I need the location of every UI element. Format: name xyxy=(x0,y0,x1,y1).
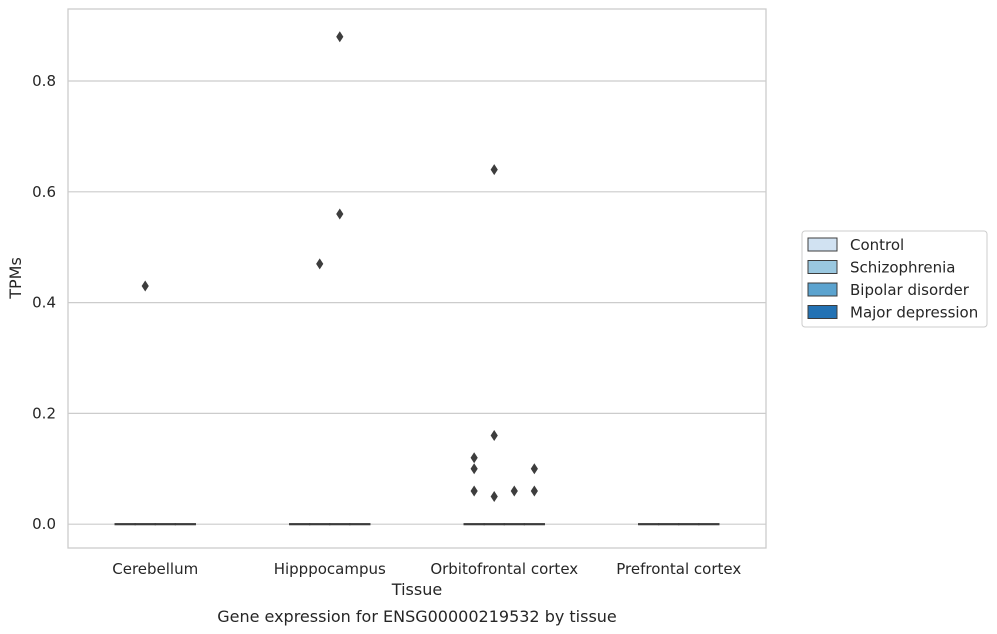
outlier-point xyxy=(470,485,478,497)
x-axis-label: Tissue xyxy=(391,580,442,599)
outlier-point xyxy=(470,452,478,464)
legend-swatch xyxy=(807,237,838,252)
x-tick-label: Cerebellum xyxy=(112,560,198,578)
y-axis-label: TPMs xyxy=(6,257,25,300)
legend-frame xyxy=(801,230,988,328)
outlier-point xyxy=(336,31,344,43)
y-tick-label: 0.0 xyxy=(32,515,56,533)
outlier-group xyxy=(141,31,538,502)
box-group xyxy=(114,523,720,526)
x-tick-labels: Cerebellum Hipppocampus Orbitofrontal cort… xyxy=(112,560,741,578)
legend: Control Schizophrenia Bipolar disorder Majo… xyxy=(801,230,988,328)
gridlines xyxy=(68,80,766,525)
y-tick-labels: 0.0 0.2 0.4 0.6 0.8 xyxy=(32,72,56,533)
legend-label: Major depression xyxy=(850,304,978,322)
y-tick-label: 0.4 xyxy=(32,294,56,312)
y-tick-label: 0.6 xyxy=(32,183,56,201)
outlier-point xyxy=(470,463,478,475)
outlier-point xyxy=(530,463,538,475)
chart-caption: Gene expression for ENSG00000219532 by t… xyxy=(217,607,617,626)
legend-swatch xyxy=(807,260,838,274)
legend-swatch xyxy=(807,305,838,319)
outlier-point xyxy=(510,485,518,497)
legend-label: Control xyxy=(850,236,904,254)
outlier-point xyxy=(490,490,498,502)
outlier-point xyxy=(141,280,149,292)
x-tick-label: Orbitofrontal cortex xyxy=(430,560,578,578)
outlier-point xyxy=(316,258,324,270)
x-tick-label: Prefrontal cortex xyxy=(616,560,741,578)
y-tick-label: 0.2 xyxy=(32,404,56,422)
y-tick-label: 0.8 xyxy=(32,72,56,90)
legend-label: Schizophrenia xyxy=(850,259,955,277)
plot-area-frame xyxy=(67,8,767,549)
outlier-point xyxy=(530,485,538,497)
legend-swatch xyxy=(807,282,838,297)
outlier-point xyxy=(336,208,344,220)
outlier-point xyxy=(490,430,498,442)
x-tick-label: Hipppocampus xyxy=(274,560,386,578)
outlier-point xyxy=(490,164,498,176)
legend-label: Bipolar disorder xyxy=(850,281,970,299)
